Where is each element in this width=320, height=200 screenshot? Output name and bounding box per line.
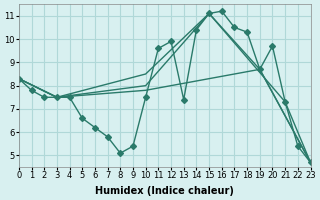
X-axis label: Humidex (Indice chaleur): Humidex (Indice chaleur): [95, 186, 234, 196]
